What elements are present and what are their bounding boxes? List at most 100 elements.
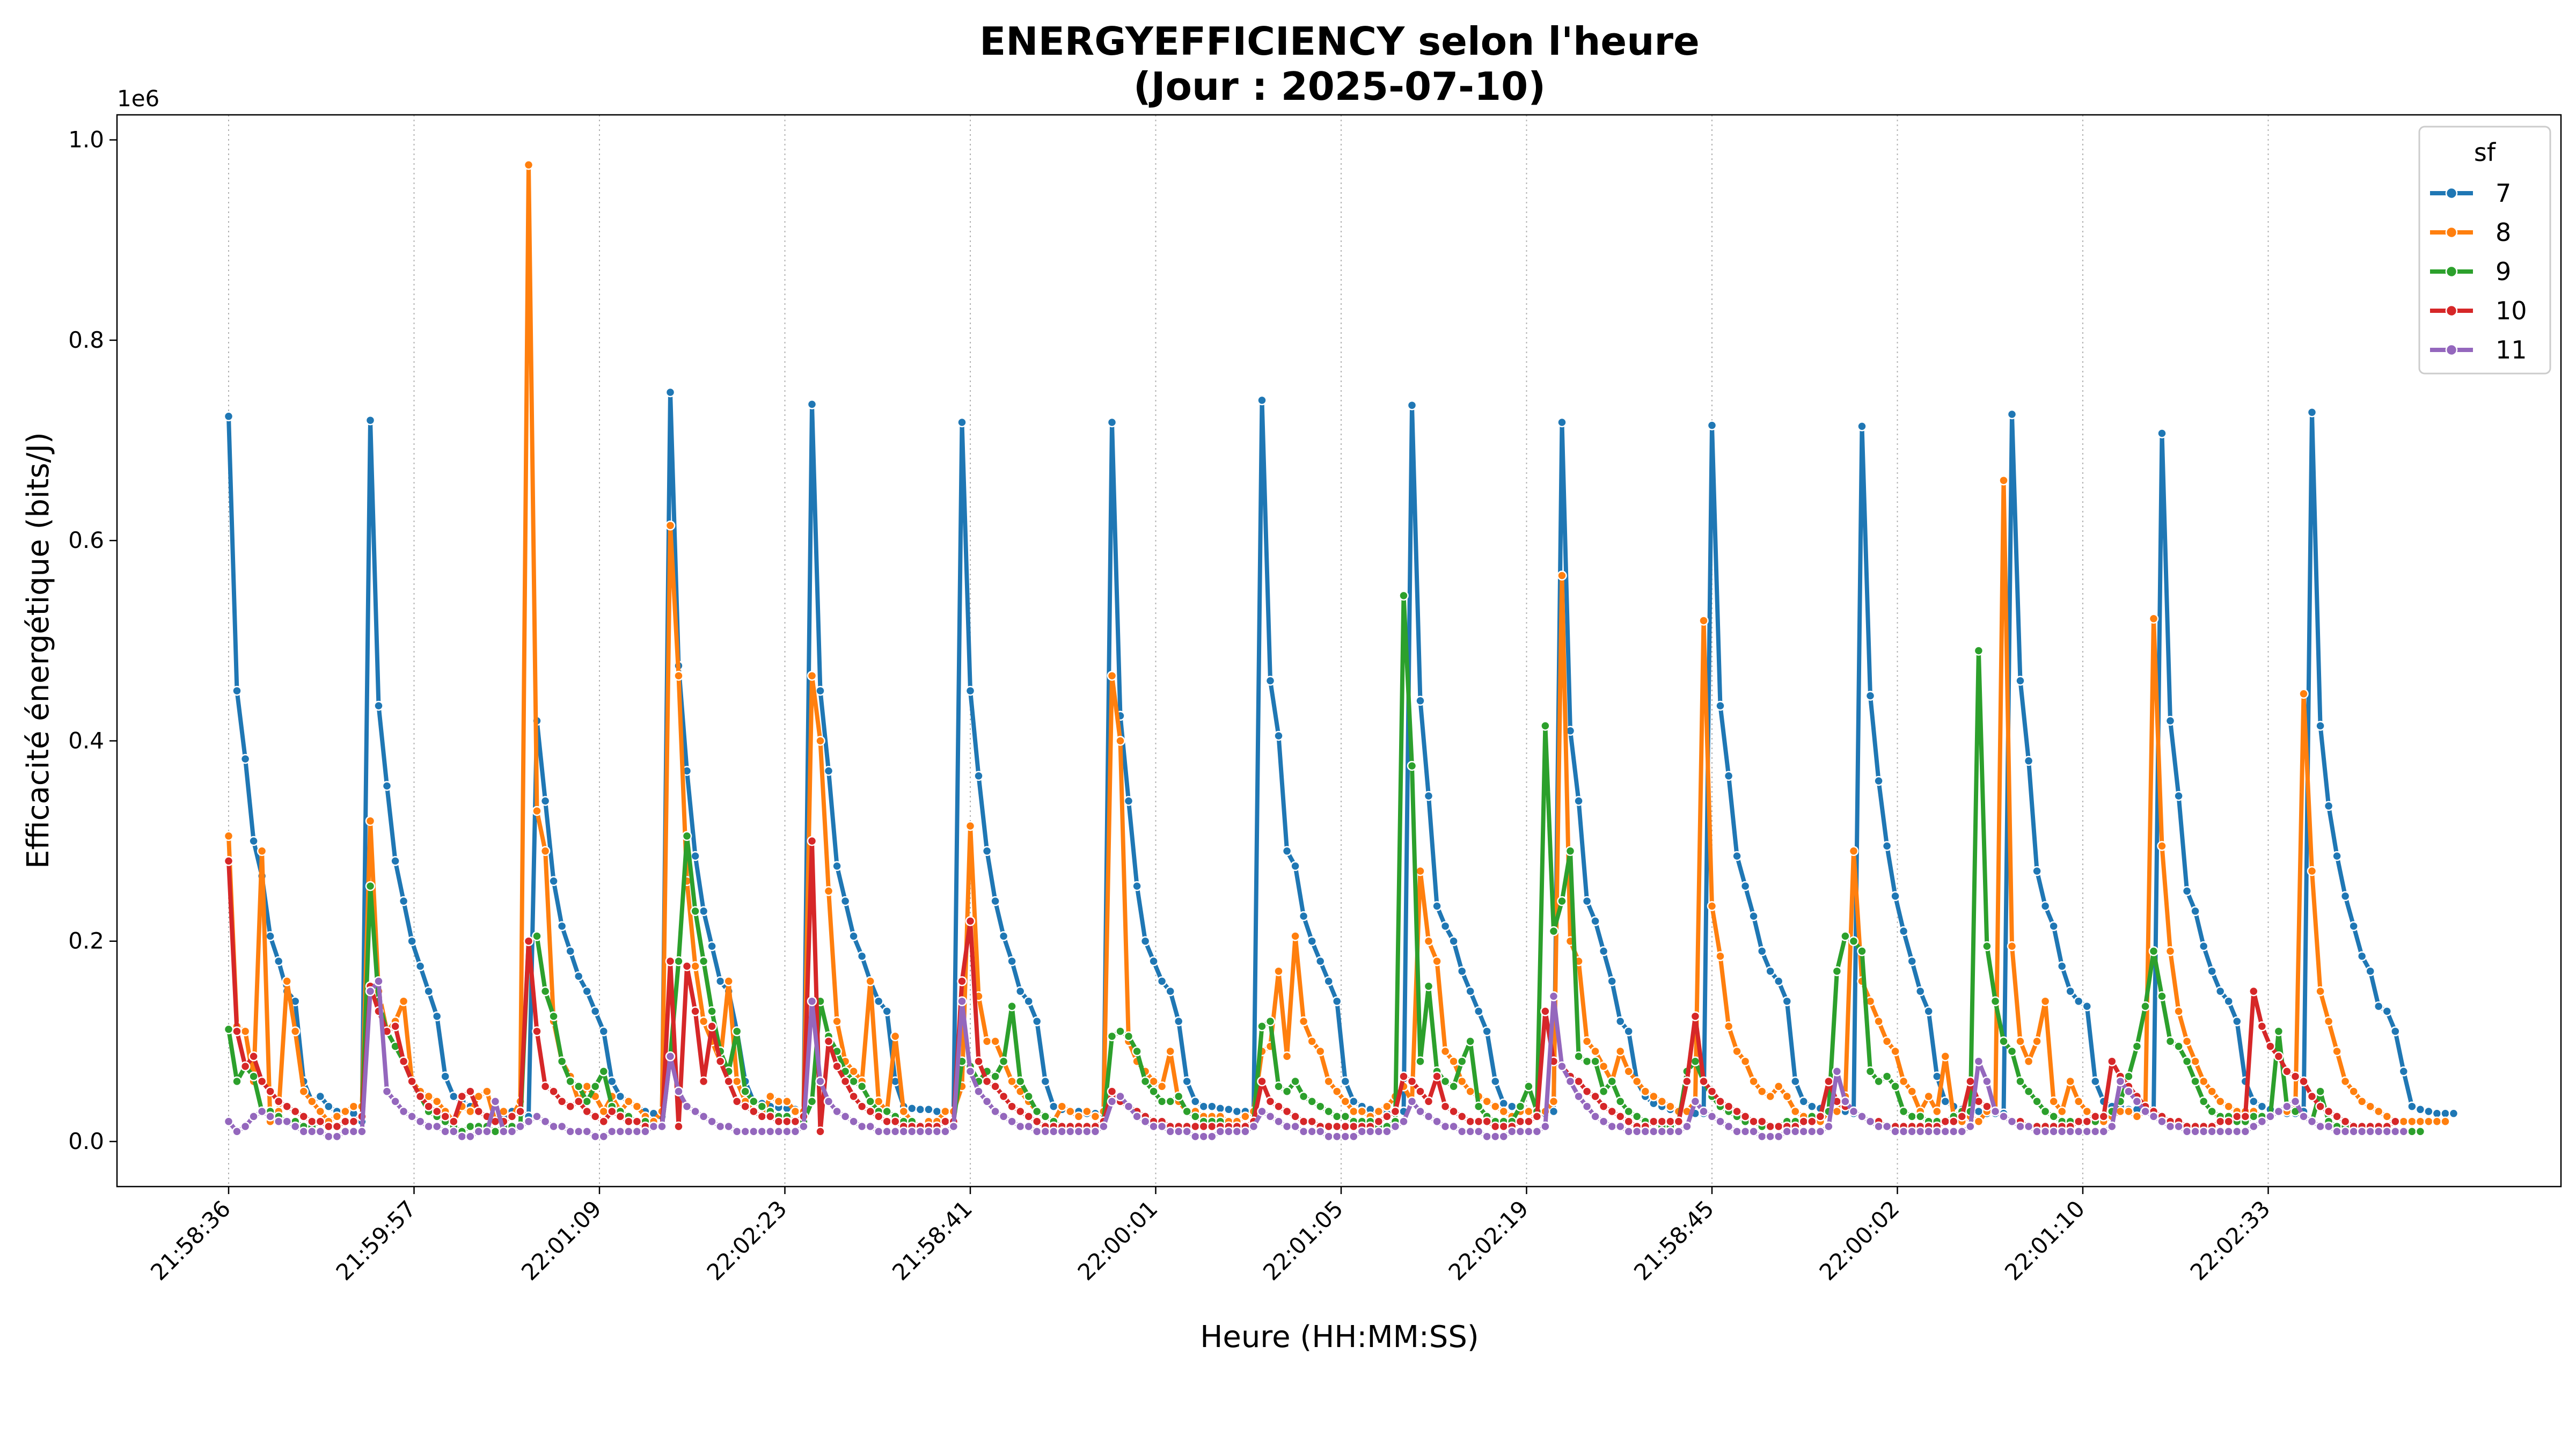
data-point — [1498, 1131, 1509, 1141]
data-point — [340, 1106, 350, 1117]
data-point — [1323, 976, 1334, 986]
data-point — [1473, 1101, 1484, 1111]
data-point — [1507, 1101, 1517, 1111]
data-point — [473, 1126, 484, 1137]
data-point — [1840, 931, 1850, 941]
data-point — [932, 1106, 942, 1117]
data-point — [1307, 1036, 1317, 1046]
data-point — [1615, 1046, 1626, 1057]
legend-title: sf — [2474, 138, 2497, 167]
data-point — [1574, 1051, 1584, 1062]
data-point — [607, 1076, 617, 1087]
data-point — [2132, 1111, 2142, 1122]
data-point — [565, 1101, 575, 1111]
data-point — [1373, 1116, 1384, 1126]
data-point — [1132, 1111, 1142, 1122]
data-point — [1023, 1111, 1034, 1122]
data-point — [2373, 1126, 2384, 1137]
data-point — [1290, 861, 1300, 872]
data-point — [749, 1106, 759, 1117]
data-point — [1182, 1126, 1192, 1137]
data-point — [365, 415, 376, 426]
data-point — [548, 1121, 559, 1132]
data-point — [1790, 1106, 1801, 1117]
data-point — [2140, 1106, 2150, 1117]
data-point — [1782, 1091, 1792, 1102]
data-point — [2357, 951, 2367, 961]
data-point — [1257, 1106, 1267, 1117]
data-point — [1307, 1096, 1317, 1107]
data-point — [782, 1126, 792, 1137]
data-point — [1548, 926, 1559, 936]
data-point — [2424, 1116, 2434, 1126]
data-point — [2265, 1041, 2275, 1051]
data-point — [1031, 1016, 1042, 1027]
data-point — [523, 160, 534, 170]
data-point — [1123, 1031, 1134, 1042]
data-point — [240, 1121, 251, 1132]
data-point — [765, 1111, 775, 1122]
data-point — [548, 1086, 559, 1096]
data-point — [1265, 1096, 1276, 1107]
data-point — [2332, 1046, 2342, 1057]
data-point — [682, 961, 692, 971]
data-point — [2082, 1001, 2092, 1012]
data-point — [1582, 896, 1592, 906]
data-point — [1690, 1011, 1701, 1021]
data-point — [398, 896, 409, 906]
data-point — [924, 1104, 934, 1115]
data-point — [2032, 1096, 2042, 1107]
data-point — [749, 1096, 759, 1107]
data-point — [532, 1026, 542, 1036]
data-point — [348, 1116, 359, 1126]
data-point — [1340, 1121, 1351, 1132]
data-point — [1765, 1121, 1775, 1132]
data-point — [2407, 1101, 2417, 1111]
data-point — [1898, 1126, 1909, 1137]
data-point — [2265, 1111, 2275, 1122]
data-point — [1898, 926, 1909, 936]
data-point — [1490, 1076, 1501, 1087]
data-point — [1399, 1071, 1409, 1081]
data-point — [1574, 1076, 1584, 1087]
data-point — [2357, 1096, 2367, 1107]
data-point — [2240, 1126, 2251, 1137]
data-point — [707, 1006, 717, 1016]
data-point — [1015, 986, 1026, 997]
data-point — [1907, 956, 1917, 967]
data-point — [1915, 1126, 1926, 1137]
data-point — [390, 1096, 400, 1107]
data-point — [782, 1096, 792, 1107]
data-point — [715, 1056, 726, 1066]
data-point — [1257, 1076, 1267, 1087]
data-point — [1557, 1061, 1567, 1072]
data-point — [807, 1096, 817, 1107]
data-point — [1640, 1086, 1651, 1096]
data-point — [1649, 1116, 1659, 1126]
data-point — [540, 796, 551, 806]
data-point — [898, 1126, 909, 1137]
data-point — [882, 1126, 892, 1137]
legend-label: 10 — [2496, 296, 2527, 325]
data-point — [832, 1016, 842, 1027]
data-point — [557, 1096, 567, 1107]
data-point — [682, 831, 692, 841]
data-point — [2065, 1126, 2075, 1137]
data-point — [1590, 916, 1600, 926]
data-point — [1807, 1126, 1817, 1137]
data-point — [915, 1104, 926, 1115]
data-point — [873, 1111, 884, 1122]
data-point — [390, 856, 400, 866]
data-point — [2215, 1096, 2226, 1107]
data-point — [1331, 1111, 1342, 1122]
data-point — [2073, 996, 2084, 1006]
data-point — [1540, 1006, 1550, 1016]
data-point — [223, 856, 234, 866]
data-point — [1115, 736, 1125, 746]
data-point — [1607, 976, 1617, 986]
data-point — [940, 1106, 950, 1117]
data-point — [1882, 1036, 1892, 1046]
data-point — [1690, 1096, 1701, 1107]
data-point — [1190, 1111, 1201, 1122]
data-point — [2007, 1046, 2017, 1057]
